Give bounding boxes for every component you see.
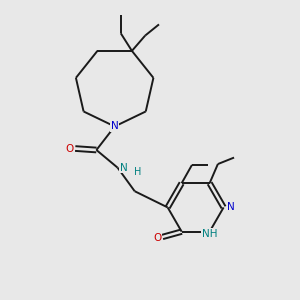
Text: N: N	[111, 122, 119, 131]
Text: N: N	[227, 202, 235, 212]
Text: N: N	[120, 163, 128, 173]
Text: O: O	[153, 233, 161, 243]
Text: O: O	[66, 143, 74, 154]
Text: NH: NH	[202, 229, 218, 239]
Text: H: H	[134, 167, 141, 177]
